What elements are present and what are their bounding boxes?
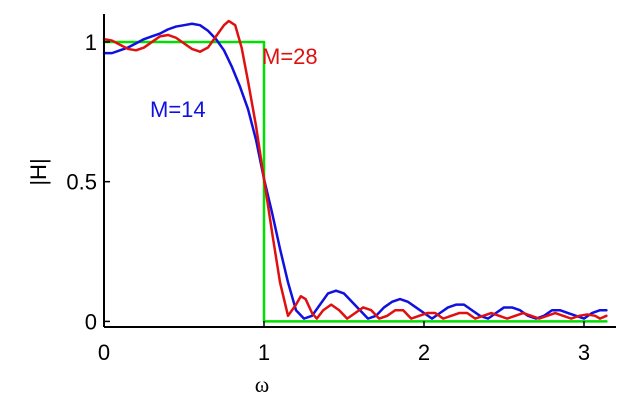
x-tick-label: 0 [98,340,110,365]
y-axis-label: |H| [26,158,51,185]
label-layer: ω |H| M=28 M=14 [26,44,318,395]
series-line-m-14 [102,22,608,320]
axes-layer: 0 1 2 3 0 0.5 1 [66,14,616,365]
series-line-m-28 [102,19,608,320]
annotation-m-14: M=14 [150,97,206,122]
y-tick-label: 0.5 [66,170,97,195]
y-tick-label: 0 [85,309,97,334]
annotation-m-28: M=28 [262,44,318,69]
series-line-ideal [102,40,608,323]
x-tick-label: 1 [258,340,270,365]
x-tick-label: 2 [418,340,430,365]
x-axis-label: ω [255,372,269,395]
y-tick-label: 1 [85,30,97,55]
plot-layer [102,19,608,323]
x-tick-label: 3 [578,340,590,365]
